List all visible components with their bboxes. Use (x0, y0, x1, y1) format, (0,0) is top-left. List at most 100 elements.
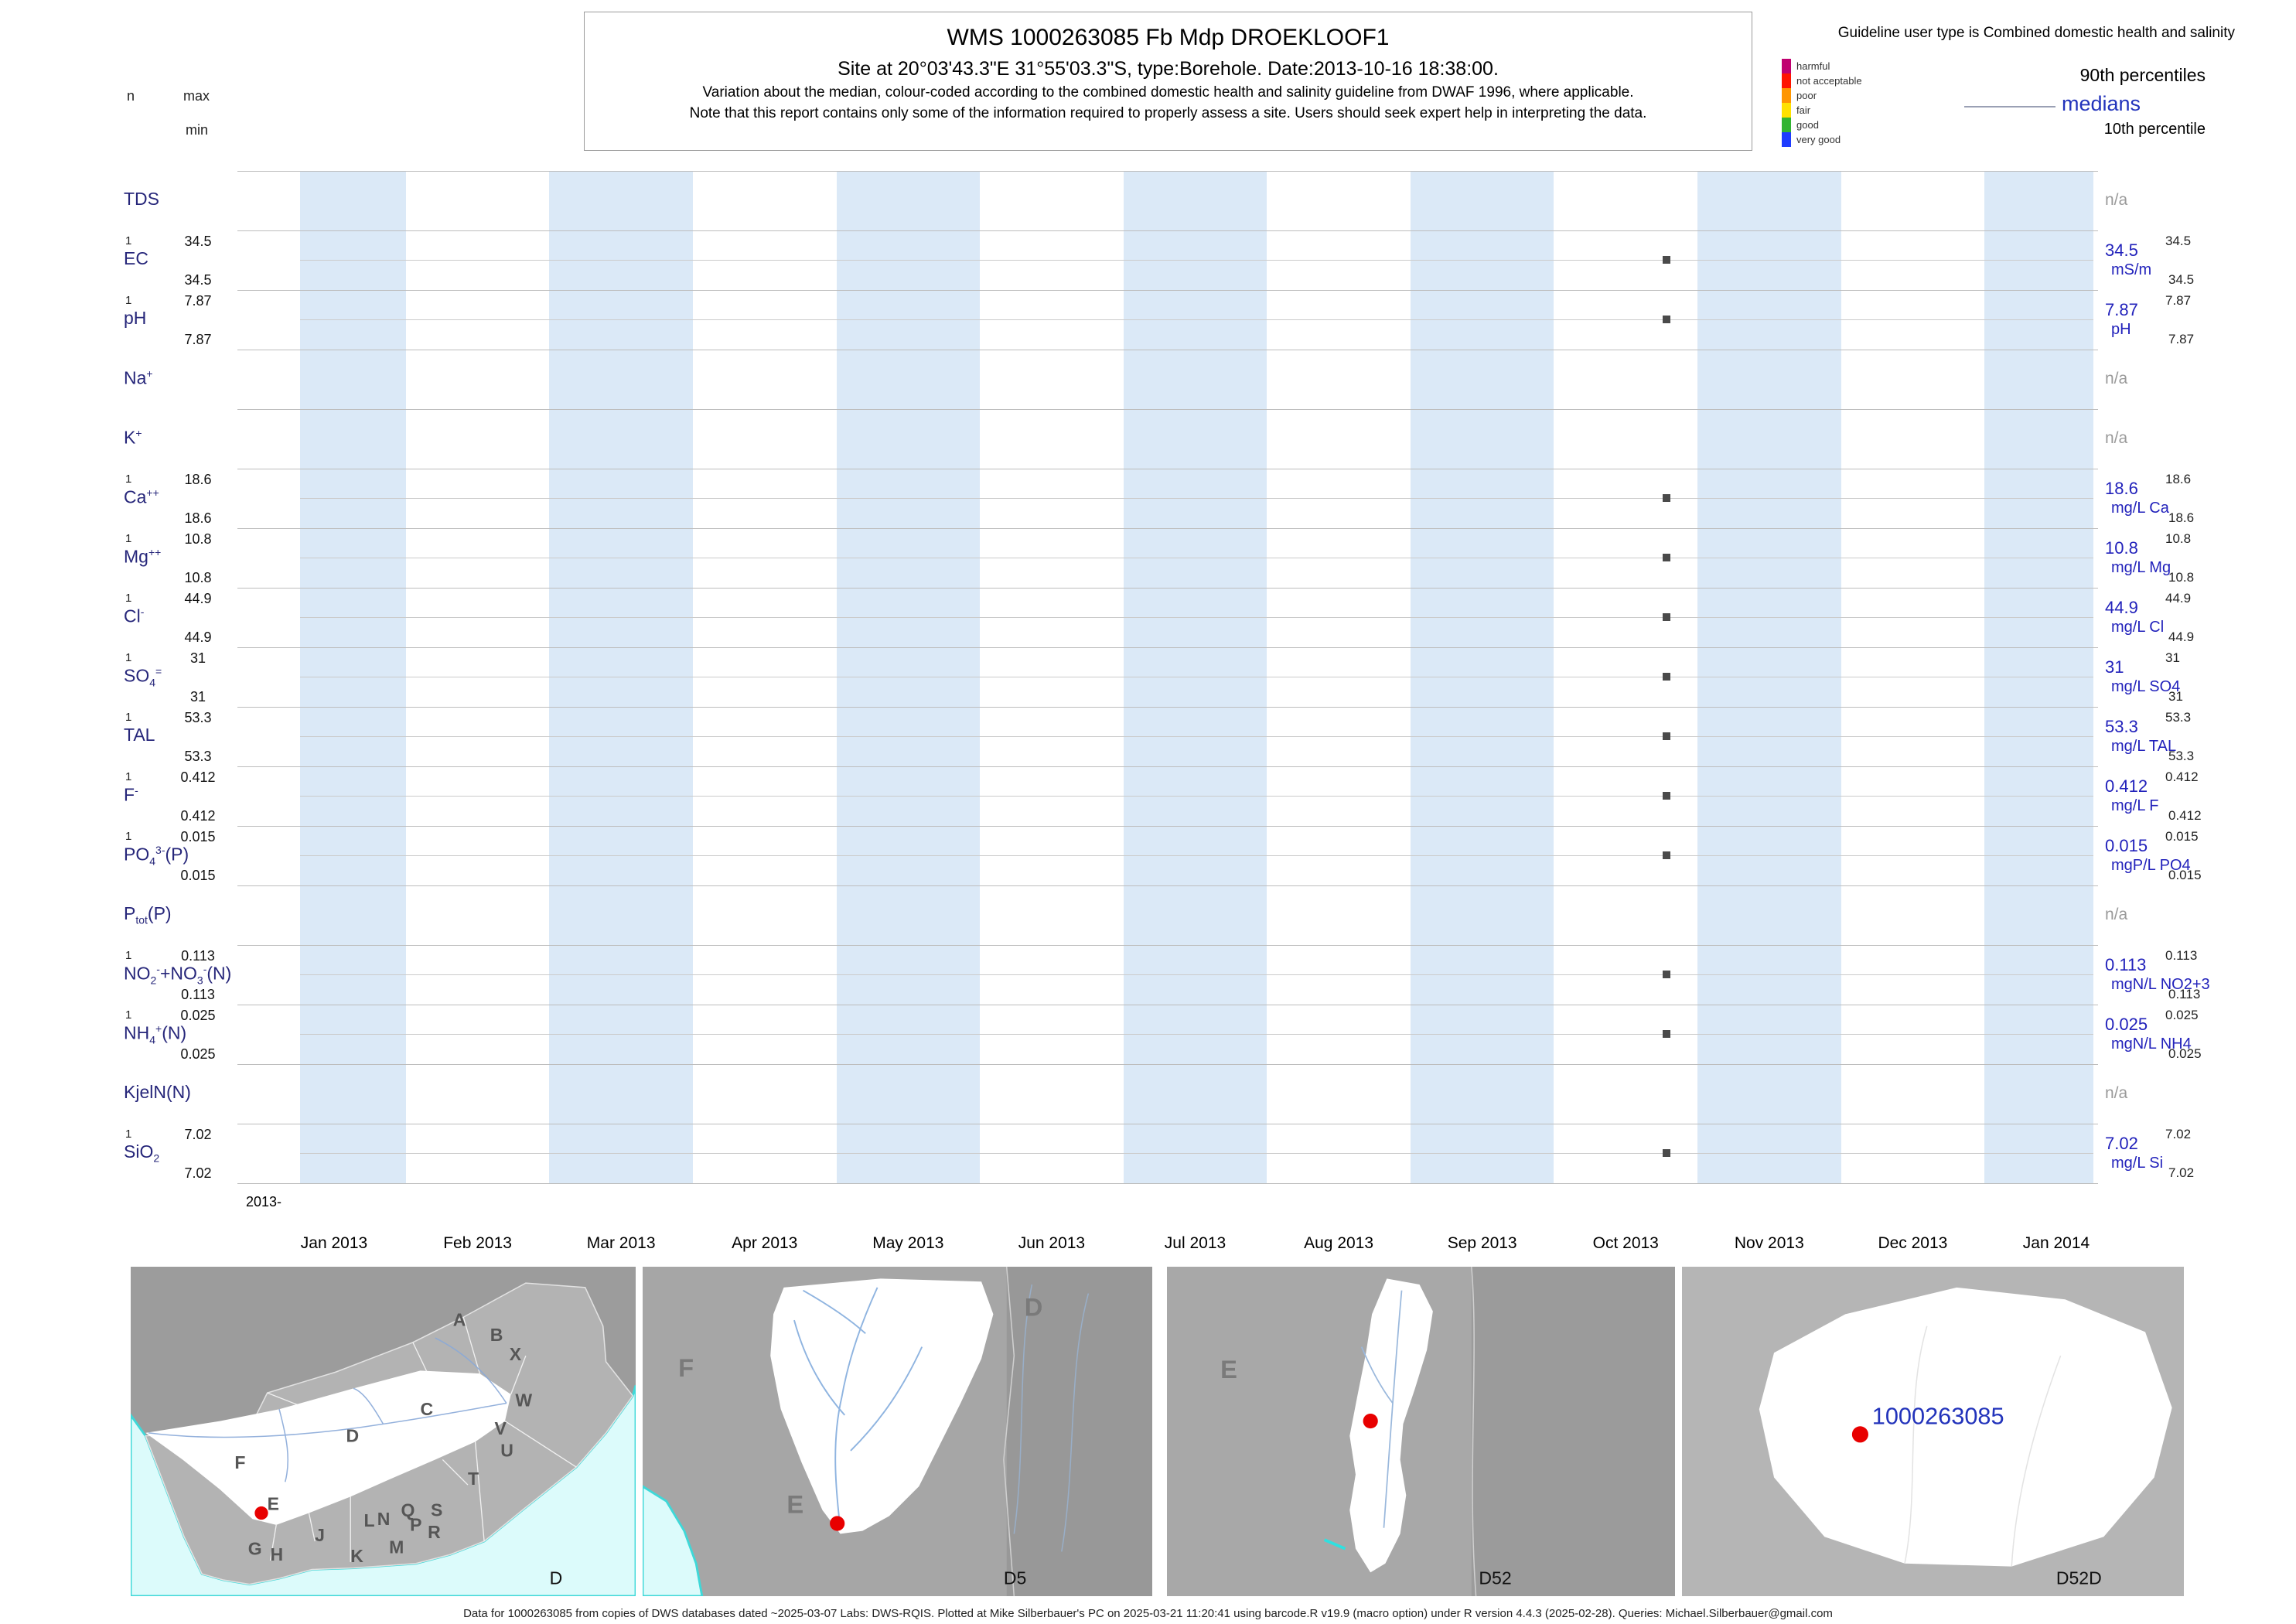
region-letter-W: W (515, 1390, 532, 1410)
site-location-dot (830, 1516, 845, 1531)
river-lines (148, 1337, 507, 1482)
row-separator (237, 826, 2098, 827)
region-letter-S: S (431, 1499, 442, 1520)
region-letter-J: J (315, 1525, 325, 1545)
p10-value: 0.025 (2168, 1046, 2202, 1061)
unit-label: mg/L Cl (2111, 619, 2165, 636)
param-label: TDS (124, 189, 159, 209)
no-data-value: n/a (2105, 191, 2128, 209)
max-value: 7.02 (184, 1127, 212, 1142)
median-value: 0.015 (2105, 836, 2148, 855)
region-letter-F: F (234, 1452, 245, 1472)
site-location-dot (254, 1506, 268, 1520)
max-value: 0.025 (180, 1008, 216, 1023)
unit-label: mg/L Ca (2111, 500, 2169, 517)
p10-value: 7.02 (2168, 1165, 2195, 1180)
sample-point (1663, 971, 1671, 978)
param-label: Ptot(P) (124, 903, 172, 926)
param-label: pH (124, 308, 147, 328)
site-location-dot (1851, 1426, 1868, 1443)
guideline-legend-title: Guideline user type is Combined domestic… (1837, 25, 2235, 41)
min-value: 10.8 (184, 570, 212, 585)
guideline-class-swatch (1782, 103, 1791, 118)
row-separator (237, 528, 2098, 529)
p90-label: 90th percentiles (2079, 65, 2206, 85)
median-value: 0.412 (2105, 776, 2148, 796)
note-line-1: Variation about the median, colour-coded… (702, 84, 1634, 101)
sample-count: 1 (125, 473, 132, 486)
p90-value: 44.9 (2165, 591, 2192, 606)
row-separator (237, 707, 2098, 708)
p10-label: 10th percentile (2103, 121, 2206, 138)
sample-count: 1 (125, 949, 132, 962)
quaternary-catchment-map: D52D 1000263085 (1682, 1267, 2184, 1596)
region-letter-K: K (350, 1546, 363, 1566)
primary-catchment-d-shape (145, 1370, 511, 1525)
row-separator (237, 588, 2098, 589)
p10-value: 18.6 (2168, 510, 2195, 525)
max-value: 7.87 (184, 293, 212, 309)
row-separator (237, 1183, 2098, 1184)
axis-year-label: 2013- (246, 1194, 282, 1209)
row-separator (237, 945, 2098, 946)
region-letter-C: C (421, 1399, 434, 1419)
guideline-class-not-acceptable: not acceptable (1782, 73, 1862, 88)
median-line (300, 796, 2093, 797)
region-letter-V: V (495, 1418, 507, 1438)
sample-point (1663, 732, 1671, 740)
max-value: 53.3 (184, 710, 212, 725)
guideline-class-label: harmful (1796, 60, 1830, 72)
ocean-corner (643, 1485, 704, 1596)
param-label: NH4+(N) (124, 1022, 187, 1046)
sample-point (1663, 613, 1671, 621)
median-line (300, 617, 2093, 618)
guideline-class-harmful: harmful (1782, 59, 1862, 73)
region-letter-X: X (510, 1344, 522, 1364)
sample-count: 1 (125, 711, 132, 724)
median-value: 7.02 (2105, 1134, 2138, 1153)
min-value: 0.412 (180, 808, 216, 824)
outer-river-lines (1013, 1284, 1090, 1552)
param-label: Cl- (124, 606, 145, 626)
region-letter-D: D (346, 1425, 359, 1445)
guideline-class-swatch (1782, 118, 1791, 132)
region-letter-P: P (410, 1515, 421, 1535)
internal-borders (1904, 1325, 2062, 1567)
max-value: 31 (189, 650, 206, 666)
p90-value: 7.87 (2165, 293, 2192, 308)
sample-point (1663, 1149, 1671, 1157)
sample-point (1663, 554, 1671, 561)
p90-value: 0.025 (2165, 1008, 2199, 1022)
region-letter-U: U (500, 1441, 513, 1461)
param-label: F- (124, 784, 138, 805)
map-panel-secondary: F E D D5 (643, 1267, 1152, 1596)
site-info-line: Site at 20°03'43.3"E 31°55'03.3"S, type:… (838, 58, 1499, 80)
median-line (300, 855, 2093, 856)
axis-month-label: Feb 2013 (443, 1234, 512, 1252)
p90-value: 0.412 (2165, 769, 2199, 784)
neighbour-region-shape (1471, 1267, 1675, 1596)
param-label: KjelN(N) (124, 1082, 191, 1102)
unit-label: mg/L Mg (2111, 559, 2171, 576)
axis-month-label: Jan 2014 (2022, 1234, 2090, 1252)
param-label: Ca++ (124, 486, 159, 507)
column-header-max: max (183, 88, 210, 104)
sample-point (1663, 1030, 1671, 1038)
max-value: 0.412 (180, 769, 216, 785)
axis-month-label: May 2013 (872, 1234, 944, 1252)
sample-count: 1 (125, 1128, 132, 1141)
min-value: 53.3 (184, 749, 212, 764)
guideline-class-poor: poor (1782, 88, 1862, 103)
map-panel-tertiary: E D52 (1167, 1267, 1675, 1596)
region-letter-G: G (248, 1538, 262, 1558)
median-line (300, 736, 2093, 737)
row-separator (237, 1064, 2098, 1065)
row-separator (237, 885, 2098, 886)
axis-month-label: Jul 2013 (1164, 1234, 1226, 1252)
unit-label: mgN/L NH4 (2111, 1035, 2192, 1053)
country-drainage-map: A BX C W D VU T SQR N P LM K J HG E F D (131, 1267, 636, 1596)
param-label: K+ (124, 427, 142, 448)
median-value: 7.87 (2105, 300, 2138, 319)
min-value: 34.5 (184, 272, 212, 288)
param-label: Na+ (124, 367, 153, 388)
